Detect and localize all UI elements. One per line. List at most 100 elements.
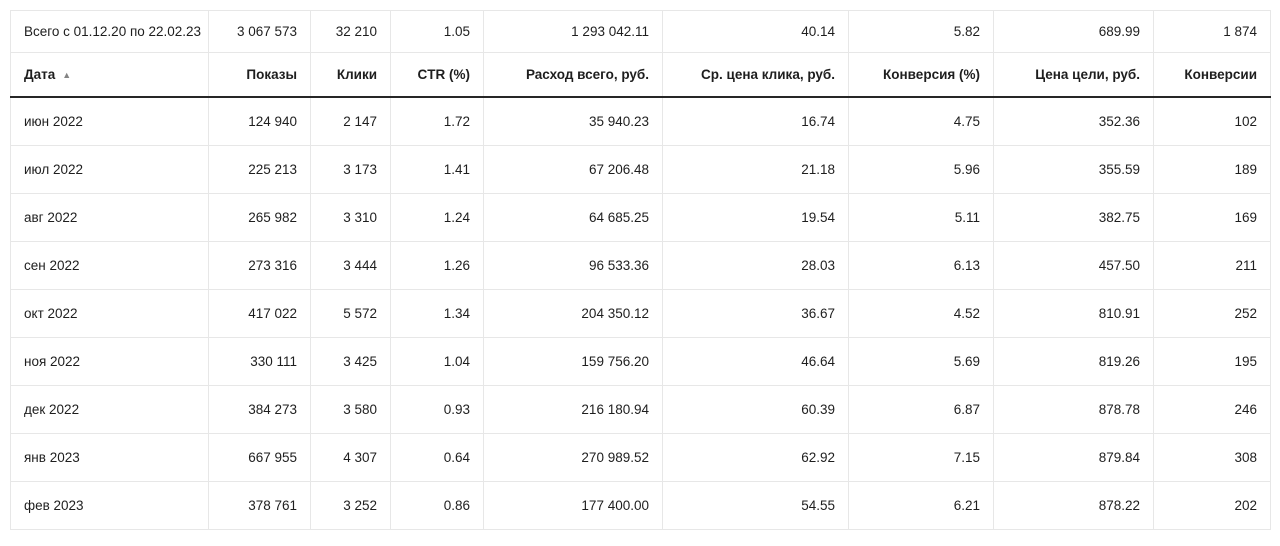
cell-conversion-rate: 5.69 (848, 337, 994, 386)
column-header-row: Дата ▲ Показы Клики CTR (%) Расход всего, руб… (10, 52, 1271, 98)
totals-period-label: Всего с 01.12.20 по 22.02.23 (10, 10, 209, 53)
table-row: дек 2022 384 273 3 580 0.93 216 180.94 60.39 6… (10, 385, 1271, 434)
cell-total-cost: 159 756.20 (483, 337, 663, 386)
column-header-impressions[interactable]: Показы (208, 52, 311, 98)
cell-conversions: 102 (1153, 96, 1271, 146)
cell-conversions: 195 (1153, 337, 1271, 386)
column-header-conversion-rate[interactable]: Конверсия (%) (848, 52, 994, 98)
column-header-label: Конверсия (%) (883, 67, 980, 82)
column-header-label: Конверсии (1184, 67, 1257, 82)
cell-ctr: 0.64 (390, 433, 484, 482)
column-header-label: Ср. цена клика, руб. (701, 67, 835, 82)
row-date: июл 2022 (10, 145, 209, 194)
cell-ctr: 1.72 (390, 96, 484, 146)
cell-conversions: 246 (1153, 385, 1271, 434)
cell-conversions: 211 (1153, 241, 1271, 290)
cell-impressions: 384 273 (208, 385, 311, 434)
column-header-ctr[interactable]: CTR (%) (390, 52, 484, 98)
cell-cost-per-goal: 879.84 (993, 433, 1154, 482)
cell-impressions: 265 982 (208, 193, 311, 242)
cell-clicks: 3 252 (310, 481, 391, 530)
totals-conversion-rate: 5.82 (848, 10, 994, 53)
cell-cost-per-goal: 382.75 (993, 193, 1154, 242)
column-header-conversions[interactable]: Конверсии (1153, 52, 1271, 98)
table-row: окт 2022 417 022 5 572 1.34 204 350.12 36.67 4… (10, 289, 1271, 338)
cell-conversion-rate: 4.75 (848, 96, 994, 146)
column-header-clicks[interactable]: Клики (310, 52, 391, 98)
cell-total-cost: 35 940.23 (483, 96, 663, 146)
cell-cost-per-goal: 457.50 (993, 241, 1154, 290)
statistics-report: Всего с 01.12.20 по 22.02.23 3 067 573 32 … (10, 10, 1271, 530)
cell-clicks: 3 425 (310, 337, 391, 386)
cell-impressions: 667 955 (208, 433, 311, 482)
cell-ctr: 0.93 (390, 385, 484, 434)
cell-total-cost: 64 685.25 (483, 193, 663, 242)
cell-impressions: 273 316 (208, 241, 311, 290)
column-header-total-cost[interactable]: Расход всего, руб. (483, 52, 663, 98)
column-header-label: CTR (%) (417, 67, 471, 82)
cell-conversions: 169 (1153, 193, 1271, 242)
column-header-date[interactable]: Дата ▲ (10, 52, 209, 98)
cell-cost-per-goal: 878.22 (993, 481, 1154, 530)
cell-impressions: 225 213 (208, 145, 311, 194)
row-date: сен 2022 (10, 241, 209, 290)
cell-ctr: 1.04 (390, 337, 484, 386)
cell-avg-cpc: 36.67 (662, 289, 849, 338)
cell-ctr: 1.24 (390, 193, 484, 242)
cell-cost-per-goal: 355.59 (993, 145, 1154, 194)
cell-conversion-rate: 7.15 (848, 433, 994, 482)
cell-cost-per-goal: 352.36 (993, 96, 1154, 146)
cell-conversion-rate: 5.11 (848, 193, 994, 242)
cell-ctr: 0.86 (390, 481, 484, 530)
cell-cost-per-goal: 819.26 (993, 337, 1154, 386)
totals-row: Всего с 01.12.20 по 22.02.23 3 067 573 32 … (10, 10, 1271, 53)
column-header-avg-cpc[interactable]: Ср. цена клика, руб. (662, 52, 849, 98)
row-date: дек 2022 (10, 385, 209, 434)
column-header-label: Дата (24, 67, 56, 82)
row-date: янв 2023 (10, 433, 209, 482)
cell-avg-cpc: 46.64 (662, 337, 849, 386)
totals-ctr: 1.05 (390, 10, 484, 53)
cell-total-cost: 96 533.36 (483, 241, 663, 290)
cell-conversions: 202 (1153, 481, 1271, 530)
cell-clicks: 2 147 (310, 96, 391, 146)
row-date: окт 2022 (10, 289, 209, 338)
cell-clicks: 3 173 (310, 145, 391, 194)
cell-conversion-rate: 4.52 (848, 289, 994, 338)
row-date: ноя 2022 (10, 337, 209, 386)
cell-cost-per-goal: 810.91 (993, 289, 1154, 338)
cell-avg-cpc: 62.92 (662, 433, 849, 482)
table-row: июн 2022 124 940 2 147 1.72 35 940.23 16.74 4.… (10, 96, 1271, 146)
cell-conversions: 252 (1153, 289, 1271, 338)
cell-conversions: 308 (1153, 433, 1271, 482)
cell-total-cost: 204 350.12 (483, 289, 663, 338)
totals-total-cost: 1 293 042.11 (483, 10, 663, 53)
cell-total-cost: 270 989.52 (483, 433, 663, 482)
column-header-label: Клики (336, 67, 377, 82)
cell-clicks: 3 444 (310, 241, 391, 290)
cell-impressions: 330 111 (208, 337, 311, 386)
row-date: фев 2023 (10, 481, 209, 530)
totals-impressions: 3 067 573 (208, 10, 311, 53)
sort-asc-icon: ▲ (62, 70, 72, 80)
table-row: сен 2022 273 316 3 444 1.26 96 533.36 28.03 6.… (10, 241, 1271, 290)
column-header-label: Показы (246, 67, 297, 82)
cell-conversion-rate: 5.96 (848, 145, 994, 194)
row-date: авг 2022 (10, 193, 209, 242)
totals-cost-per-goal: 689.99 (993, 10, 1154, 53)
cell-impressions: 124 940 (208, 96, 311, 146)
cell-total-cost: 177 400.00 (483, 481, 663, 530)
cell-ctr: 1.41 (390, 145, 484, 194)
cell-avg-cpc: 19.54 (662, 193, 849, 242)
cell-avg-cpc: 60.39 (662, 385, 849, 434)
table-row: фев 2023 378 761 3 252 0.86 177 400.00 54.55 6… (10, 481, 1271, 530)
column-header-cost-per-goal[interactable]: Цена цели, руб. (993, 52, 1154, 98)
cell-clicks: 4 307 (310, 433, 391, 482)
cell-conversion-rate: 6.87 (848, 385, 994, 434)
cell-total-cost: 67 206.48 (483, 145, 663, 194)
cell-conversion-rate: 6.21 (848, 481, 994, 530)
cell-conversions: 189 (1153, 145, 1271, 194)
cell-cost-per-goal: 878.78 (993, 385, 1154, 434)
cell-clicks: 5 572 (310, 289, 391, 338)
table-row: авг 2022 265 982 3 310 1.24 64 685.25 19.54 5.… (10, 193, 1271, 242)
